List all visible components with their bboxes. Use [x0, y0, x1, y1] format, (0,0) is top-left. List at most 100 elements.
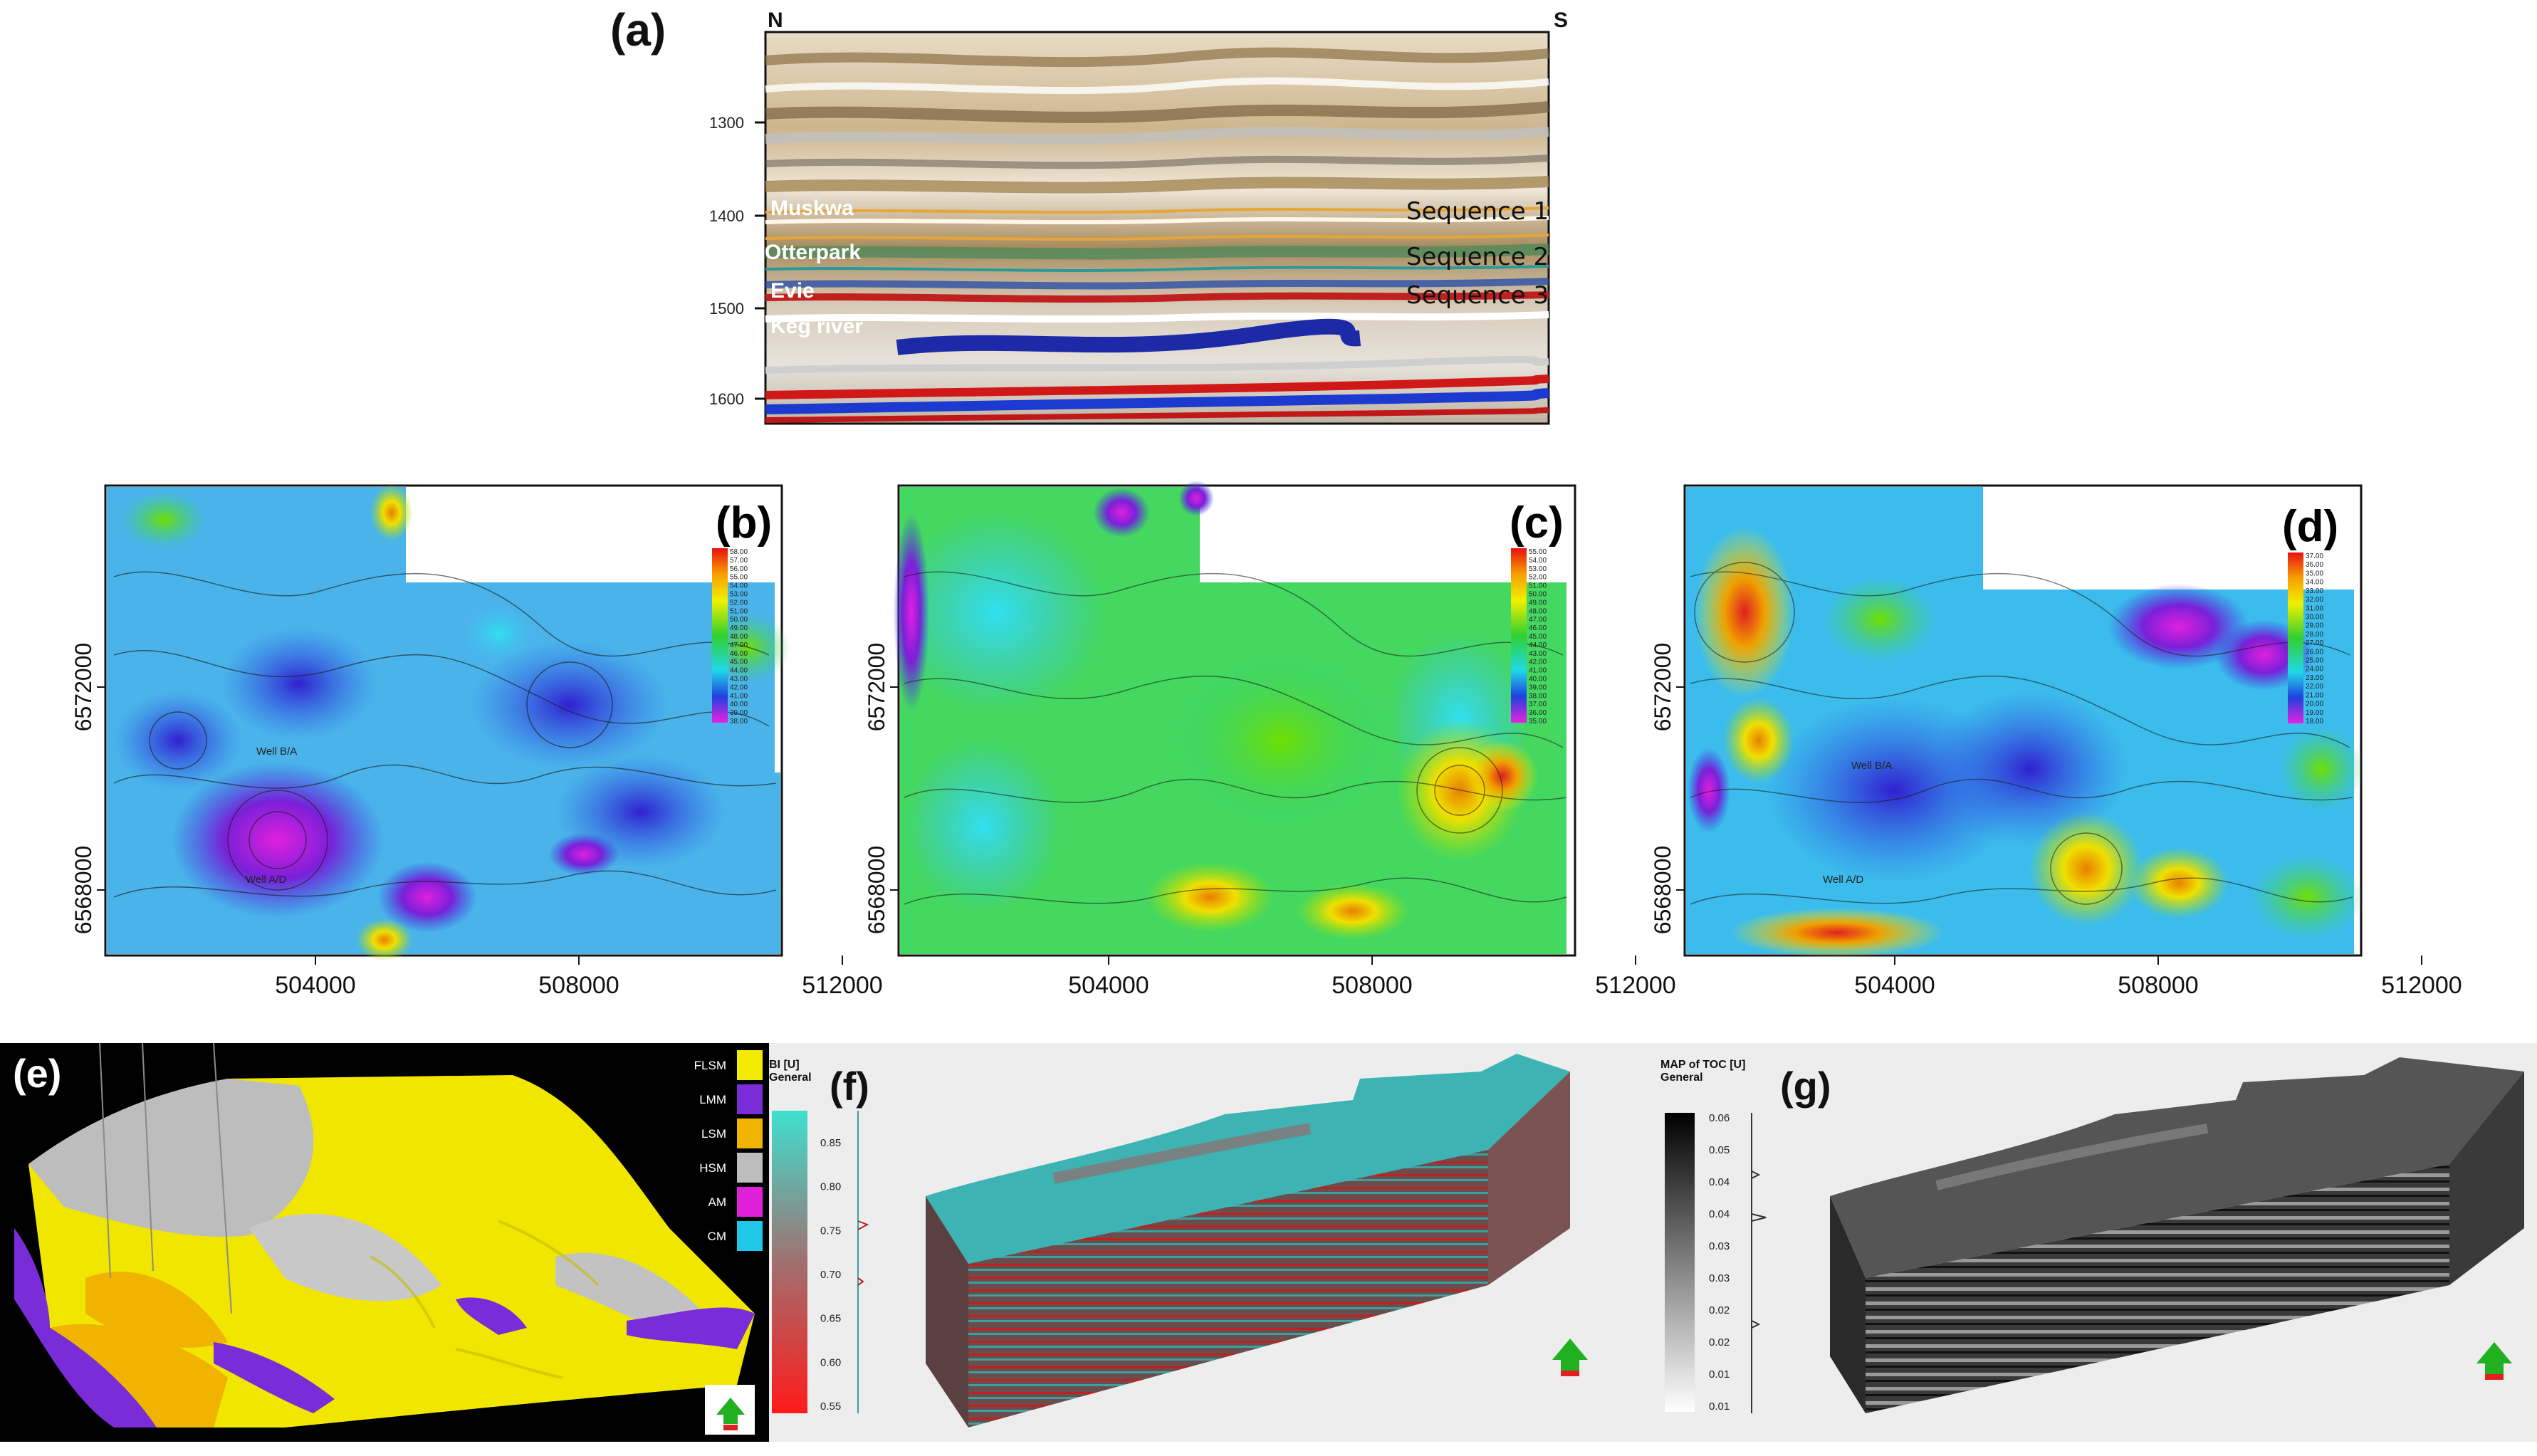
bi-tick: 0.65	[820, 1313, 841, 1325]
toc-tick: 0.01	[1709, 1368, 1730, 1381]
colorbar-d	[2288, 552, 2303, 723]
legend-swatch	[737, 1153, 763, 1183]
colorbar-tick: 46.00	[1529, 624, 1547, 632]
colorbar-tick: 38.00	[730, 718, 748, 726]
horizon-evie: Evie	[770, 279, 815, 303]
x-tick-label: 512000	[802, 972, 882, 999]
colorbar-tick: 53.00	[1529, 565, 1547, 573]
seismic-reflectors	[765, 47, 1549, 423]
colorbar-tick: 37.00	[1529, 701, 1547, 708]
bi-tick: 0.85	[820, 1137, 841, 1149]
colorbar-tick: 42.00	[1529, 659, 1547, 666]
colorbar-tick: 54.00	[730, 582, 748, 590]
toc-tick: 0.05	[1709, 1144, 1730, 1156]
legend-swatch	[737, 1187, 763, 1217]
panel-b-label: (b)	[716, 498, 772, 548]
horizon-muskwa: Muskwa	[770, 197, 854, 220]
toc-tick: 0.03	[1709, 1240, 1730, 1252]
facies-legend: FLSM LMM LSM HSM AM CM	[694, 1050, 763, 1251]
colorbar-tick: 39.00	[1529, 684, 1547, 691]
legend-swatch	[737, 1084, 763, 1114]
colorbar-tick: 40.00	[730, 701, 748, 708]
scale-c: 55.0054.0053.0052.0051.0050.0049.0048.00…	[1529, 548, 1547, 726]
horizon-keg-river: Keg river	[770, 315, 863, 338]
x-tick-label: 508000	[1332, 972, 1412, 999]
toc-subtitle: General	[1660, 1072, 1703, 1084]
colorbar-tick: 37.00	[2306, 552, 2323, 560]
colorbar-b	[712, 548, 728, 723]
depth-axis: 1300 1400 1500 1600	[709, 114, 765, 408]
toc-title: MAP of TOC [U]	[1660, 1059, 1745, 1071]
brittleness-3d-view: BI [U] General 0.850.800.750.700.650.600…	[769, 1043, 1659, 1442]
toc-tick: 0.03	[1709, 1272, 1730, 1284]
bi-tick: 0.70	[820, 1269, 841, 1281]
colorbar-tick: 31.00	[2306, 604, 2323, 612]
bi-volume	[926, 1054, 1570, 1428]
colorbar-tick: 20.00	[2306, 701, 2323, 708]
north-arrow-icon	[1552, 1339, 1588, 1376]
colorbar-tick: 41.00	[1529, 667, 1547, 675]
bi-scale: 0.85 0.80 0.75 0.70 0.65 0.60 0.55	[820, 1137, 841, 1413]
colorbar-tick: 48.00	[1529, 607, 1547, 615]
colorbar-tick: 38.00	[1529, 692, 1547, 700]
colorbar-tick: 45.00	[730, 659, 748, 666]
north-label: N	[768, 9, 783, 32]
depth-tick: 1400	[709, 207, 744, 225]
y-tick-label: 6572000	[864, 643, 889, 732]
scale-b: 58.0057.0056.0055.0054.0053.0052.0051.00…	[730, 548, 748, 726]
y-tick-label: 6568000	[70, 846, 96, 935]
colorbar-tick: 35.00	[2306, 570, 2323, 577]
colorbar-tick: 25.00	[2306, 657, 2323, 665]
colorbar-tick: 49.00	[1529, 599, 1547, 607]
colorbar-tick: 43.00	[730, 676, 748, 684]
legend-swatch	[737, 1050, 763, 1080]
legend-label: LSM	[701, 1127, 726, 1141]
bi-title: BI [U]	[769, 1059, 800, 1071]
colorbar-tick: 36.00	[1529, 709, 1547, 717]
bi-tick: 0.80	[820, 1181, 841, 1193]
toc-tick: 0.04	[1709, 1176, 1730, 1188]
colorbar-tick: 43.00	[1529, 650, 1547, 658]
x-tick-label: 508000	[2118, 972, 2198, 999]
colorbar-tick: 29.00	[2306, 622, 2323, 630]
colorbar-tick: 47.00	[730, 641, 748, 649]
toc-tick: 0.04	[1709, 1208, 1730, 1220]
map-b	[104, 484, 790, 961]
map-c	[890, 481, 1576, 957]
panel-f-label: (f)	[830, 1064, 869, 1109]
well-label: Well B/A	[256, 745, 297, 758]
colorbar-tick: 52.00	[730, 599, 748, 607]
colorbar-tick: 44.00	[730, 667, 748, 675]
map-d	[1683, 484, 2364, 958]
map-axes: 504000 508000 512000 6572000 6568000 504000 50…	[70, 643, 2462, 999]
colorbar-tick: 22.00	[2306, 683, 2323, 691]
colorbar-tick: 30.00	[2306, 613, 2323, 621]
colorbar-tick: 19.00	[2306, 709, 2323, 717]
panel-g-label: (g)	[1780, 1064, 1831, 1109]
colorbar-tick: 53.00	[730, 591, 748, 599]
colorbar-tick: 42.00	[730, 684, 748, 691]
y-tick-label: 6568000	[1650, 846, 1675, 935]
y-tick-label: 6572000	[70, 643, 96, 732]
toc-tick: 0.06	[1709, 1112, 1730, 1124]
colorbar-tick: 32.00	[2306, 596, 2323, 604]
depth-tick: 1600	[709, 390, 744, 408]
colorbar-tick: 55.00	[1529, 548, 1547, 556]
attribute-maps: 58.0057.0056.0055.0054.0053.0052.0051.00…	[70, 481, 2462, 999]
sequence-2: Sequence 2	[1406, 243, 1549, 271]
colorbar-tick: 57.00	[730, 557, 748, 565]
x-tick-label: 512000	[2381, 972, 2462, 999]
colorbar-tick: 39.00	[730, 709, 748, 717]
toc-volume	[1830, 1057, 2524, 1413]
x-tick-label: 504000	[1068, 972, 1149, 999]
colorbar-tick: 41.00	[730, 692, 748, 700]
colorbar-tick: 56.00	[730, 565, 748, 573]
well-label: Well A/D	[1823, 874, 1863, 886]
colorbar-tick: 50.00	[1529, 591, 1547, 599]
bi-tick: 0.60	[820, 1356, 841, 1368]
colorbar-tick: 24.00	[2306, 666, 2323, 674]
colorbar-tick: 51.00	[1529, 582, 1547, 590]
colorbar-tick: 35.00	[1529, 718, 1547, 726]
well-label: Well A/D	[246, 874, 286, 886]
colorbar-tick: 58.00	[730, 548, 748, 556]
